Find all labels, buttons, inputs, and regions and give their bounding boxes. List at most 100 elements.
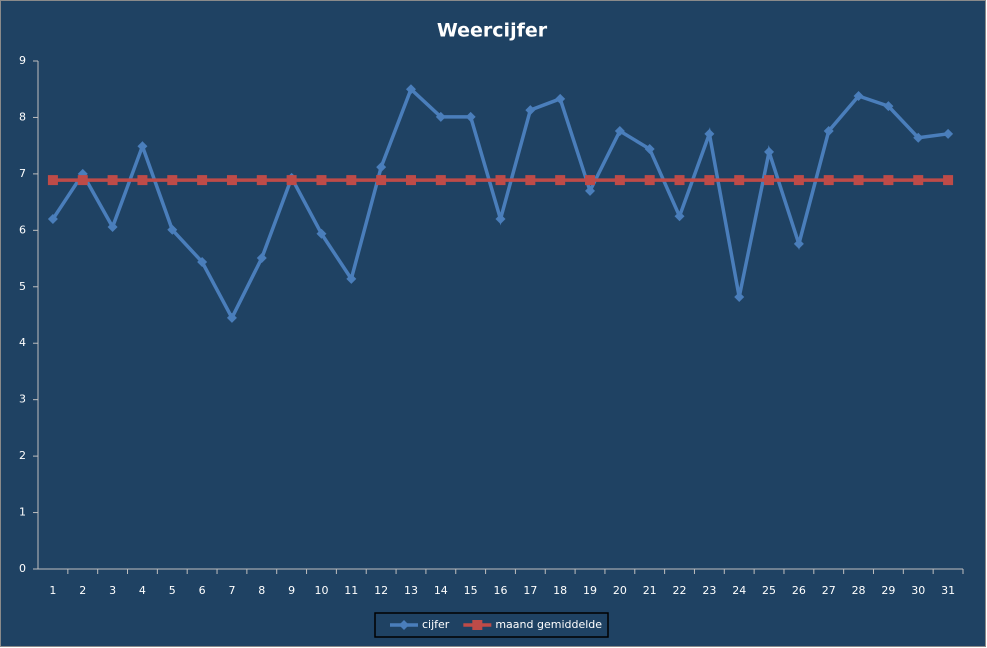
x-tick-label: 5 <box>169 584 176 597</box>
x-tick-label: 14 <box>434 584 448 597</box>
x-tick-label: 24 <box>732 584 746 597</box>
marker <box>376 162 387 173</box>
x-tick-label: 8 <box>258 584 265 597</box>
x-tick-label: 17 <box>523 584 537 597</box>
marker <box>555 93 566 104</box>
x-tick-label: 3 <box>109 584 116 597</box>
marker <box>405 175 416 186</box>
x-tick-label: 16 <box>494 584 508 597</box>
marker <box>704 128 715 139</box>
marker <box>107 175 118 186</box>
marker <box>226 312 237 323</box>
x-tick-label: 31 <box>941 584 955 597</box>
marker <box>674 175 685 186</box>
marker <box>883 175 894 186</box>
marker <box>465 111 476 122</box>
x-tick-label: 21 <box>643 584 657 597</box>
legend-label: maand gemiddelde <box>495 618 602 631</box>
chart-title: Weercijfer <box>437 20 548 42</box>
marker <box>495 175 506 186</box>
x-tick-label: 29 <box>881 584 895 597</box>
marker <box>256 252 267 263</box>
marker <box>47 214 58 225</box>
marker <box>644 175 655 186</box>
marker <box>472 620 483 630</box>
x-tick-label: 22 <box>673 584 687 597</box>
marker <box>167 175 178 186</box>
marker <box>585 185 596 196</box>
y-tick-label: 6 <box>19 223 26 236</box>
x-tick-label: 27 <box>822 584 836 597</box>
legend-label: cijfer <box>422 618 450 631</box>
marker <box>465 175 476 186</box>
marker <box>614 125 625 136</box>
marker <box>197 175 208 186</box>
marker <box>525 105 536 116</box>
marker <box>167 224 178 235</box>
marker <box>316 175 327 186</box>
marker <box>256 175 267 186</box>
marker <box>943 175 954 186</box>
x-tick-label: 19 <box>583 584 597 597</box>
x-tick-label: 28 <box>852 584 866 597</box>
marker <box>77 175 88 186</box>
marker <box>525 175 536 186</box>
x-tick-label: 23 <box>702 584 716 597</box>
x-tick-label: 6 <box>199 584 206 597</box>
marker <box>585 175 596 186</box>
marker <box>793 238 804 249</box>
x-tick-label: 12 <box>374 584 388 597</box>
marker <box>47 175 58 186</box>
marker <box>614 175 625 186</box>
x-tick-label: 1 <box>49 584 56 597</box>
y-tick-label: 7 <box>19 167 26 180</box>
marker <box>734 291 745 302</box>
x-tick-label: 4 <box>139 584 146 597</box>
marker <box>399 620 409 630</box>
y-tick-label: 1 <box>19 506 26 519</box>
marker <box>644 144 655 155</box>
x-tick-label: 30 <box>911 584 925 597</box>
marker <box>555 175 566 186</box>
x-tick-label: 15 <box>464 584 478 597</box>
marker <box>853 90 864 101</box>
y-tick-label: 5 <box>19 280 26 293</box>
y-tick-label: 0 <box>19 562 26 575</box>
marker <box>883 101 894 112</box>
x-tick-label: 25 <box>762 584 776 597</box>
marker <box>704 175 715 186</box>
x-tick-label: 20 <box>613 584 627 597</box>
marker <box>435 175 446 186</box>
marker <box>764 146 775 157</box>
x-tick-label: 7 <box>228 584 235 597</box>
marker <box>943 128 954 139</box>
x-tick-label: 9 <box>288 584 295 597</box>
marker <box>913 175 924 186</box>
y-tick-label: 2 <box>19 449 26 462</box>
marker <box>853 175 864 186</box>
legend <box>374 612 609 638</box>
marker <box>495 214 506 225</box>
marker <box>346 175 357 186</box>
y-tick-label: 9 <box>19 54 26 67</box>
x-tick-label: 11 <box>344 584 358 597</box>
y-tick-label: 3 <box>19 393 26 406</box>
x-tick-label: 26 <box>792 584 806 597</box>
marker <box>674 211 685 222</box>
marker <box>137 141 148 152</box>
marker <box>286 175 297 186</box>
marker <box>346 273 357 284</box>
marker <box>823 175 834 186</box>
marker <box>226 175 237 186</box>
marker <box>316 228 327 239</box>
marker <box>405 84 416 95</box>
marker <box>376 175 387 186</box>
x-tick-label: 13 <box>404 584 418 597</box>
marker <box>764 175 775 186</box>
marker <box>913 132 924 143</box>
x-tick-label: 2 <box>79 584 86 597</box>
y-tick-label: 4 <box>19 336 26 349</box>
marker <box>823 125 834 136</box>
marker <box>107 221 118 232</box>
